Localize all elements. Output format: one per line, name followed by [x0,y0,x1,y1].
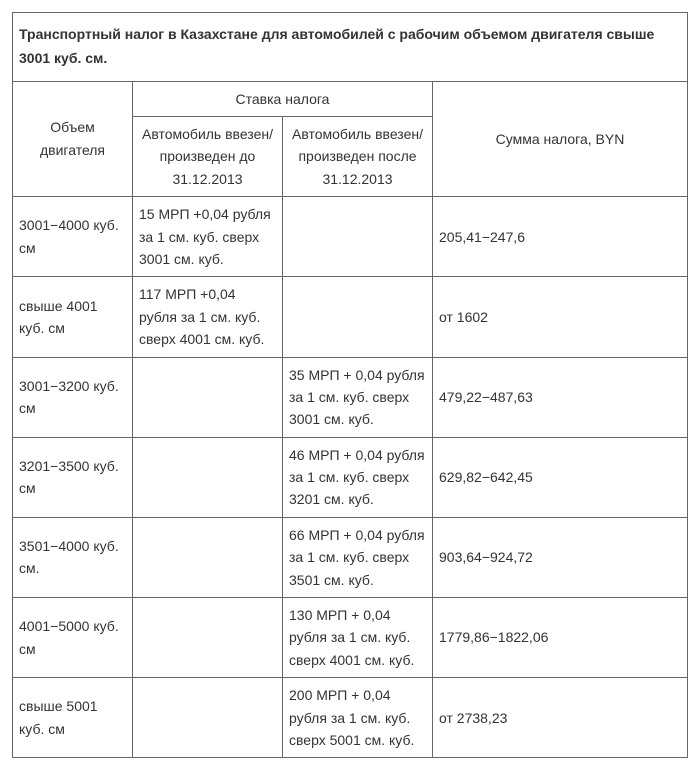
table-row: свыше 5001 куб. см 200 МРП + 0,04 рубля з… [13,678,688,758]
cell-volume: свыше 5001 куб. см [13,678,133,758]
cell-rate-before: 117 МРП +0,04 рубля за 1 см. куб. сверх … [133,277,283,357]
table-row: свыше 4001 куб. см117 МРП +0,04 рубля за… [13,277,688,357]
cell-rate-before [133,678,283,758]
cell-sum: 1779,86−1822,06 [433,598,688,678]
cell-rate-after: 66 МРП + 0,04 рубля за 1 см. куб. сверх … [283,517,433,597]
tax-table: Транспортный налог в Казахстане для авто… [12,12,688,758]
cell-rate-after: 46 МРП + 0,04 рубля за 1 см. куб. сверх … [283,437,433,517]
cell-sum: от 1602 [433,277,688,357]
cell-volume: 3001−4000 куб. см [13,197,133,277]
cell-volume: 4001−5000 куб. см [13,598,133,678]
cell-volume: 3201−3500 куб. см [13,437,133,517]
cell-volume: свыше 4001 куб. см [13,277,133,357]
table-title: Транспортный налог в Казахстане для авто… [13,13,688,82]
cell-sum: 903,64−924,72 [433,517,688,597]
header-rate: Ставка налога [133,81,433,116]
header-rate-before: Автомобиль ввезен/произведен до 31.12.20… [133,116,283,196]
table-row: 3501−4000 куб. см. 66 МРП + 0,04 рубля за… [13,517,688,597]
cell-sum: 205,41−247,6 [433,197,688,277]
cell-rate-before [133,517,283,597]
table-row: 3001−3200 куб. см 35 МРП + 0,04 рубля за … [13,357,688,437]
cell-rate-after [283,277,433,357]
cell-rate-after: 200 МРП + 0,04 рубля за 1 см. куб. сверх… [283,678,433,758]
table-row: 4001−5000 куб. см 130 МРП + 0,04 рубля за… [13,598,688,678]
cell-sum: от 2738,23 [433,678,688,758]
table-row: 3201−3500 куб. см 46 МРП + 0,04 рубля за … [13,437,688,517]
cell-rate-before [133,357,283,437]
cell-rate-after: 130 МРП + 0,04 рубля за 1 см. куб. сверх… [283,598,433,678]
header-rate-after: Автомобиль ввезен/произведен после 31.12… [283,116,433,196]
cell-sum: 629,82−642,45 [433,437,688,517]
table-row: 3001−4000 куб. см15 МРП +0,04 рубля за 1… [13,197,688,277]
cell-volume: 3001−3200 куб. см [13,357,133,437]
cell-volume: 3501−4000 куб. см. [13,517,133,597]
cell-rate-before [133,598,283,678]
cell-rate-before: 15 МРП +0,04 рубля за 1 см. куб. сверх 3… [133,197,283,277]
cell-sum: 479,22−487,63 [433,357,688,437]
cell-rate-before [133,437,283,517]
cell-rate-after: 35 МРП + 0,04 рубля за 1 см. куб. сверх … [283,357,433,437]
header-sum: Сумма налога, BYN [433,81,688,197]
header-volume: Объем двигателя [13,81,133,197]
cell-rate-after [283,197,433,277]
